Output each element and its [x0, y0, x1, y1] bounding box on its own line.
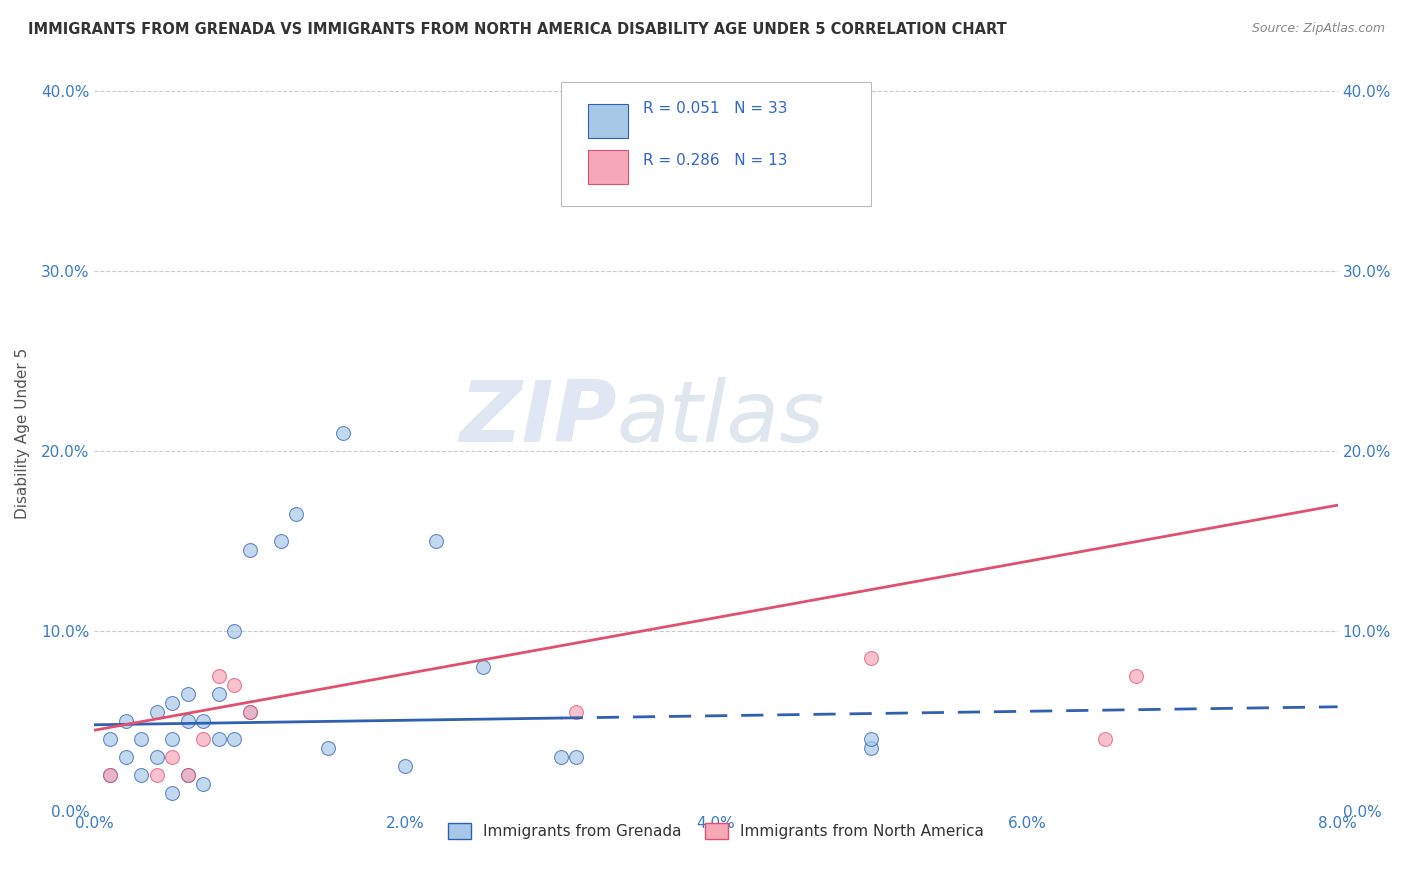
Point — [239, 705, 262, 719]
Y-axis label: Disability Age Under 5: Disability Age Under 5 — [15, 348, 30, 519]
Point — [239, 705, 262, 719]
Point — [472, 660, 495, 674]
Point — [145, 705, 167, 719]
Point — [193, 714, 215, 728]
Point — [129, 768, 152, 782]
Point — [145, 768, 167, 782]
Point — [98, 768, 121, 782]
Point — [114, 714, 136, 728]
Point — [193, 777, 215, 791]
FancyBboxPatch shape — [588, 104, 628, 138]
Point — [285, 507, 308, 521]
Point — [177, 768, 200, 782]
Point — [114, 750, 136, 764]
Point — [208, 669, 231, 683]
Point — [129, 732, 152, 747]
Text: R = 0.051   N = 33: R = 0.051 N = 33 — [643, 101, 787, 116]
Point — [394, 759, 416, 773]
Point — [160, 750, 183, 764]
Text: ZIP: ZIP — [458, 376, 617, 459]
Point — [208, 687, 231, 701]
Point — [1094, 732, 1116, 747]
Text: atlas: atlas — [617, 376, 824, 459]
Point — [673, 183, 696, 197]
Point — [160, 696, 183, 710]
Point — [860, 732, 883, 747]
Point — [224, 678, 246, 692]
Legend: Immigrants from Grenada, Immigrants from North America: Immigrants from Grenada, Immigrants from… — [441, 817, 990, 845]
Point — [208, 732, 231, 747]
Point — [425, 534, 447, 549]
Point — [860, 741, 883, 756]
Point — [193, 732, 215, 747]
Point — [270, 534, 292, 549]
Point — [145, 750, 167, 764]
Point — [316, 741, 339, 756]
Point — [160, 786, 183, 800]
Point — [177, 768, 200, 782]
Point — [160, 732, 183, 747]
Text: IMMIGRANTS FROM GRENADA VS IMMIGRANTS FROM NORTH AMERICA DISABILITY AGE UNDER 5 : IMMIGRANTS FROM GRENADA VS IMMIGRANTS FR… — [28, 22, 1007, 37]
Point — [224, 732, 246, 747]
Point — [239, 543, 262, 558]
Point — [98, 768, 121, 782]
Point — [1125, 669, 1147, 683]
Point — [98, 732, 121, 747]
Point — [177, 687, 200, 701]
Point — [177, 714, 200, 728]
Text: R = 0.286   N = 13: R = 0.286 N = 13 — [643, 153, 787, 169]
FancyBboxPatch shape — [588, 150, 628, 184]
Point — [565, 705, 588, 719]
Text: Source: ZipAtlas.com: Source: ZipAtlas.com — [1251, 22, 1385, 36]
FancyBboxPatch shape — [561, 81, 872, 206]
Point — [332, 426, 354, 441]
Point — [565, 750, 588, 764]
Point — [550, 750, 572, 764]
Point — [860, 651, 883, 665]
Point — [224, 624, 246, 639]
